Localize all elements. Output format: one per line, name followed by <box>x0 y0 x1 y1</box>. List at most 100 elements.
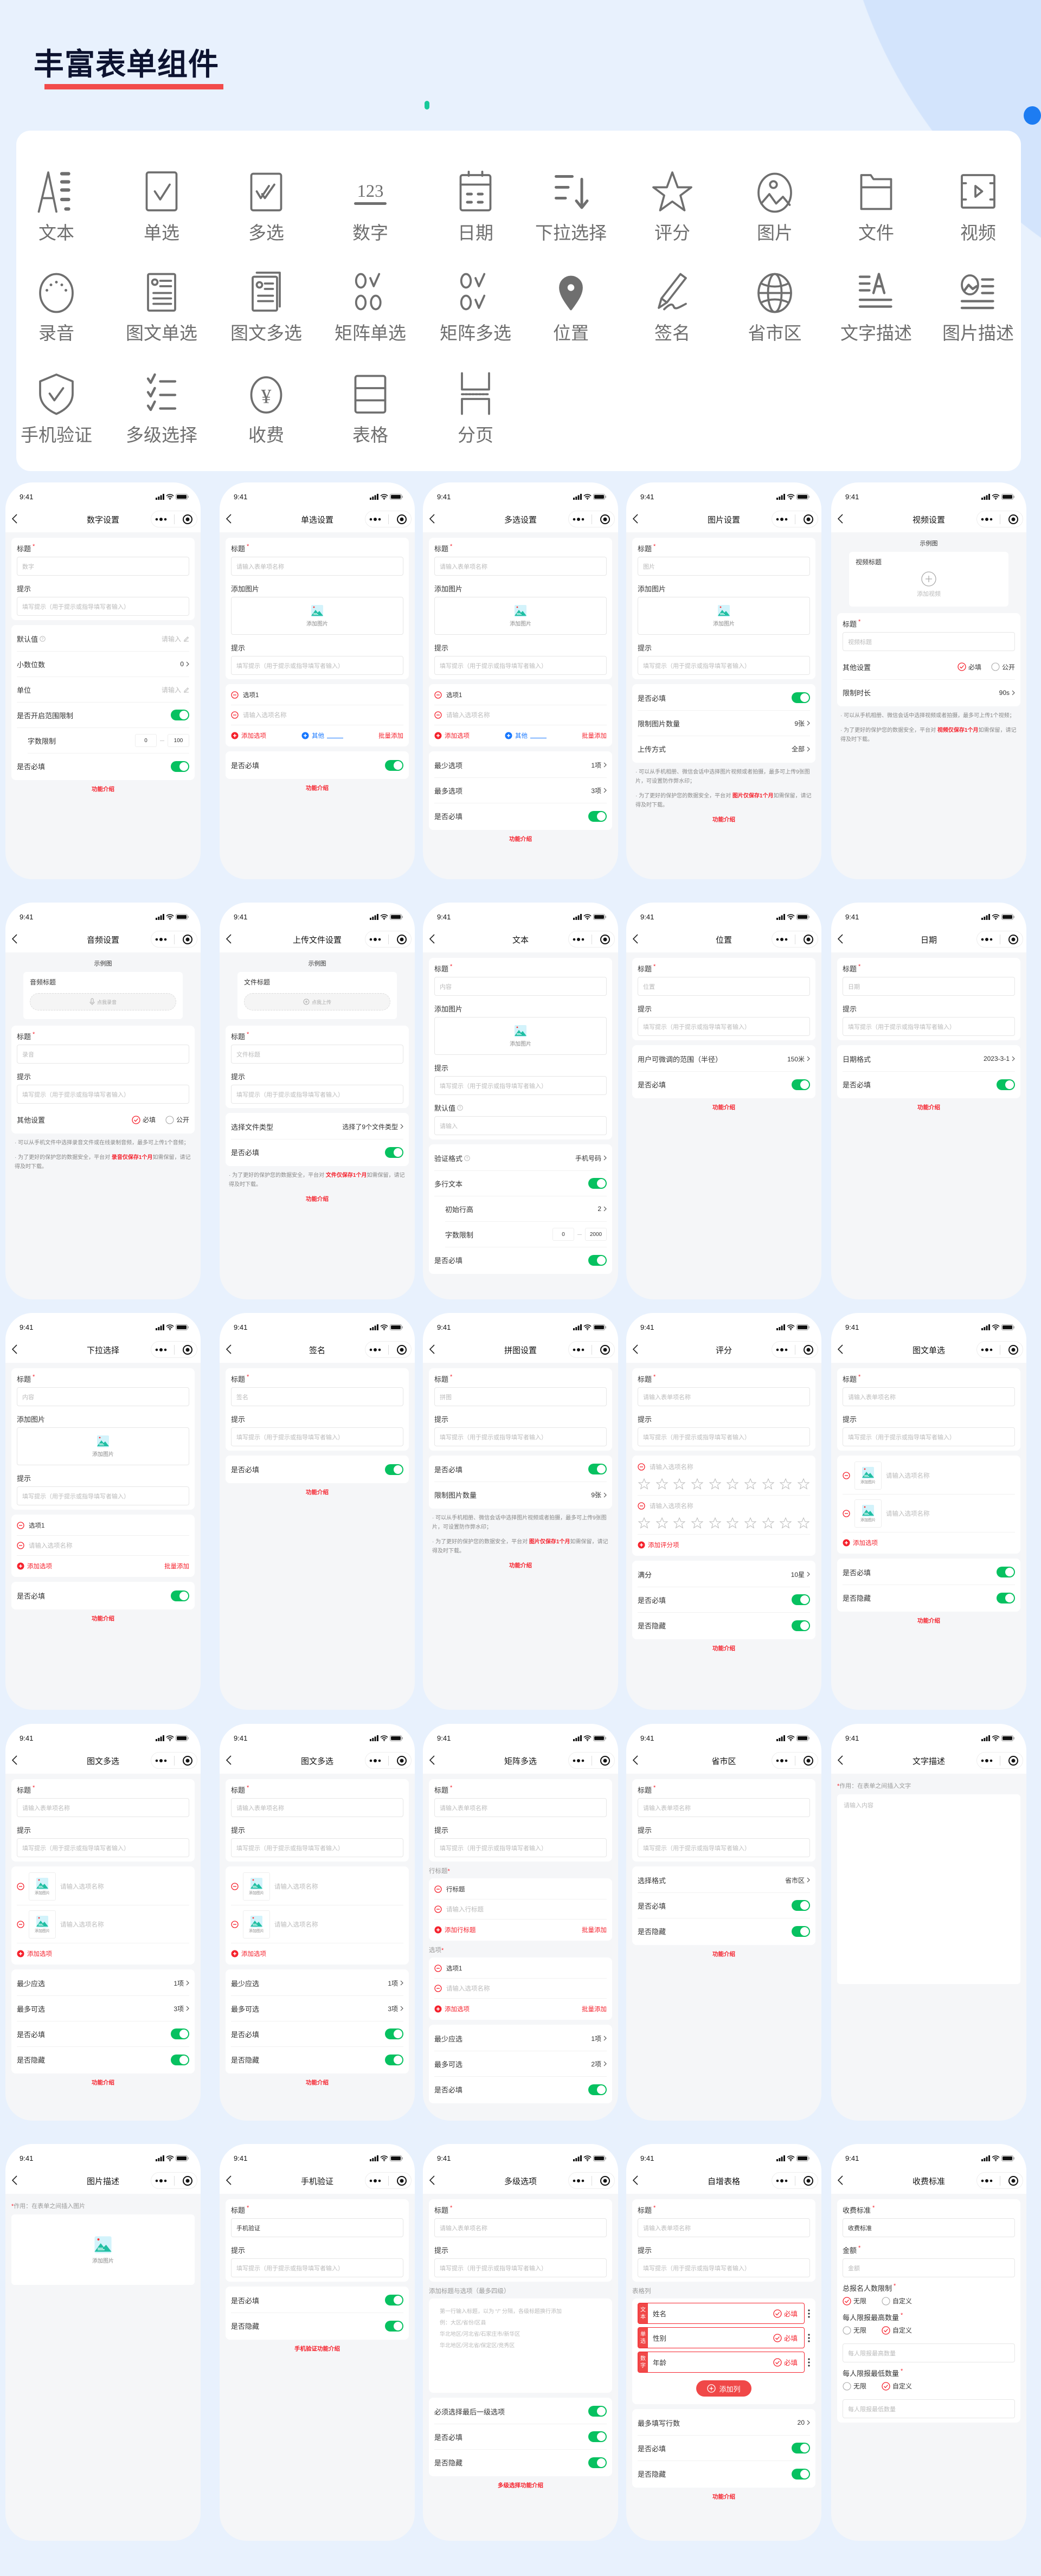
toggle-switch[interactable] <box>385 1147 403 1158</box>
text-input[interactable]: 填写提示（用于提示或指导填写者输入） <box>231 1427 403 1446</box>
table-column[interactable]: 单选 性别 必填 <box>638 2327 805 2348</box>
text-input[interactable]: 填写提示（用于提示或指导填写者输入） <box>231 1838 403 1857</box>
text-input[interactable]: 录音 <box>17 1045 189 1064</box>
range-min-input[interactable]: 0 <box>135 734 157 747</box>
close-target-icon[interactable] <box>396 1344 407 1355</box>
feature-intro-link[interactable]: 功能介绍 <box>917 1618 940 1624</box>
range-max-input[interactable]: 2000 <box>585 1228 607 1241</box>
remove-option-icon[interactable] <box>231 691 239 699</box>
star-icon[interactable] <box>673 1517 686 1530</box>
add-option-button[interactable]: 添加选项 <box>434 731 470 740</box>
add-item-button[interactable]: 添加评分项 <box>638 1541 679 1549</box>
feature-intro-link[interactable]: 功能介绍 <box>306 2079 329 2086</box>
image-option-item[interactable]: 添加图片 请输入选项名称 <box>17 1867 189 1905</box>
close-target-icon[interactable] <box>1008 1344 1019 1355</box>
text-input[interactable]: 每人限报最高数量 <box>843 2343 1015 2362</box>
star-icon[interactable] <box>744 1517 757 1530</box>
radio-option[interactable]: 自定义 <box>882 2326 912 2335</box>
back-icon[interactable] <box>226 2175 232 2185</box>
add-option-button[interactable]: 添加选项 <box>231 731 266 740</box>
back-icon[interactable] <box>633 934 638 944</box>
setting-row[interactable]: 用户可微调的范围（半径） 150米 <box>638 1046 810 1072</box>
setting-row[interactable]: 验证格式? 手机号码 <box>434 1145 607 1171</box>
add-other-button[interactable]: 其他 <box>505 731 547 740</box>
range-min-input[interactable]: 0 <box>552 1228 574 1241</box>
toggle-switch[interactable] <box>171 761 189 772</box>
back-icon[interactable] <box>838 1755 843 1765</box>
add-item-button[interactable]: 添加选项 <box>231 1949 266 1958</box>
text-input[interactable]: 填写提示（用于提示或指导填写者输入） <box>638 1427 810 1446</box>
toggle-switch[interactable] <box>385 2295 403 2305</box>
back-icon[interactable] <box>633 2175 638 2185</box>
component-multi-level-list[interactable]: 多级选择 <box>115 371 208 447</box>
add-image-button[interactable]: 添加图片 <box>231 597 403 635</box>
component-image-description[interactable]: 图片描述 <box>932 269 1024 345</box>
more-vertical-icon[interactable] <box>808 2309 810 2318</box>
component-shield-check[interactable]: 手机验证 <box>10 371 102 447</box>
star-icon[interactable] <box>638 1517 651 1530</box>
option-image-upload[interactable]: 添加图片 <box>29 1872 56 1901</box>
option-image-upload[interactable]: 添加图片 <box>243 1872 270 1901</box>
star-icon[interactable] <box>638 1478 651 1491</box>
feature-intro-link[interactable]: 功能介绍 <box>509 836 532 842</box>
option-item[interactable]: 请输入选项名称 <box>434 705 607 725</box>
star-icon[interactable] <box>656 1517 669 1530</box>
back-icon[interactable] <box>838 934 843 944</box>
batch-add-button[interactable]: 批量添加 <box>378 732 403 739</box>
table-column[interactable]: 数字 年龄 必填 <box>638 2352 805 2373</box>
more-dots-icon[interactable] <box>369 1348 381 1352</box>
close-target-icon[interactable] <box>396 934 407 945</box>
text-input[interactable]: 填写提示（用于提示或指导填写者输入） <box>638 1838 810 1857</box>
radio-option[interactable]: 必填 <box>132 1115 156 1124</box>
feature-intro-link[interactable]: 功能介绍 <box>712 2494 735 2500</box>
text-input[interactable]: 填写提示（用于提示或指导填写者输入） <box>638 2258 810 2277</box>
remove-option-icon[interactable] <box>434 1905 442 1913</box>
text-input[interactable]: 填写提示（用于提示或指导填写者输入） <box>231 2258 403 2277</box>
more-dots-icon[interactable] <box>981 1759 993 1763</box>
close-target-icon[interactable] <box>600 934 611 945</box>
close-target-icon[interactable] <box>182 1755 193 1766</box>
remove-option-icon[interactable] <box>434 711 442 719</box>
text-input[interactable]: 内容 <box>17 1387 189 1406</box>
close-target-icon[interactable] <box>600 514 611 525</box>
image-option-item[interactable]: 添加图片 请输入选项名称 <box>231 1905 403 1943</box>
component-globe[interactable]: 省市区 <box>729 269 821 345</box>
back-icon[interactable] <box>226 934 232 944</box>
toggle-switch[interactable] <box>385 759 403 771</box>
more-dots-icon[interactable] <box>981 1348 993 1352</box>
toggle-switch[interactable] <box>588 1254 607 1266</box>
component-text-description[interactable]: 文字描述 <box>830 269 922 345</box>
feature-intro-link[interactable]: 手机验证功能介绍 <box>294 2346 340 2352</box>
more-dots-icon[interactable] <box>369 517 381 521</box>
close-target-icon[interactable] <box>396 514 407 525</box>
toggle-switch[interactable] <box>792 1900 810 1911</box>
upload-pill-button[interactable]: 点我录音 <box>30 993 176 1010</box>
component-checkbox[interactable]: 多选 <box>220 169 312 244</box>
star-icon[interactable] <box>779 1478 792 1491</box>
help-icon[interactable]: ? <box>457 1105 463 1111</box>
component-location-pin[interactable]: 位置 <box>525 269 617 345</box>
feature-intro-link[interactable]: 功能介绍 <box>509 1562 532 1569</box>
component-video[interactable]: 视频 <box>932 169 1024 244</box>
remove-option-icon[interactable] <box>17 1542 24 1549</box>
setting-row[interactable]: 最多填写行数 20 <box>638 2410 810 2436</box>
text-input[interactable]: 填写提示（用于提示或指导填写者输入） <box>17 1838 189 1857</box>
remove-option-icon[interactable] <box>17 1522 24 1529</box>
setting-row[interactable]: 小数位数 0 <box>17 652 189 677</box>
star-icon[interactable] <box>797 1478 810 1491</box>
star-icon[interactable] <box>709 1478 722 1491</box>
back-icon[interactable] <box>838 2175 843 2185</box>
star-icon[interactable] <box>779 1517 792 1530</box>
add-image-button[interactable]: 添加图片 <box>11 2214 195 2285</box>
star-icon[interactable] <box>797 1517 810 1530</box>
star-icon[interactable] <box>691 1517 704 1530</box>
more-dots-icon[interactable] <box>573 1348 584 1352</box>
more-dots-icon[interactable] <box>155 1759 167 1763</box>
toggle-switch[interactable] <box>385 2320 403 2332</box>
text-input[interactable]: 填写提示（用于提示或指导填写者输入） <box>231 656 403 675</box>
text-input[interactable]: 填写提示（用于提示或指导填写者输入） <box>843 1017 1015 1036</box>
toggle-switch[interactable] <box>588 810 607 822</box>
component-star[interactable]: 评分 <box>626 169 718 244</box>
close-target-icon[interactable] <box>600 1344 611 1355</box>
text-input[interactable]: 填写提示（用于提示或指导填写者输入） <box>434 2258 607 2277</box>
